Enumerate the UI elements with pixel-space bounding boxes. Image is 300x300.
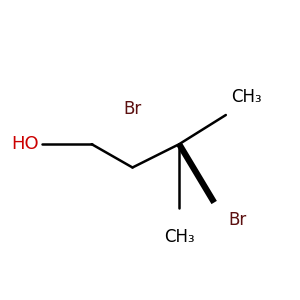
- Text: CH₃: CH₃: [164, 229, 194, 247]
- Text: Br: Br: [123, 100, 142, 118]
- Text: CH₃: CH₃: [231, 88, 262, 106]
- Text: HO: HO: [11, 135, 38, 153]
- Text: Br: Br: [228, 211, 247, 229]
